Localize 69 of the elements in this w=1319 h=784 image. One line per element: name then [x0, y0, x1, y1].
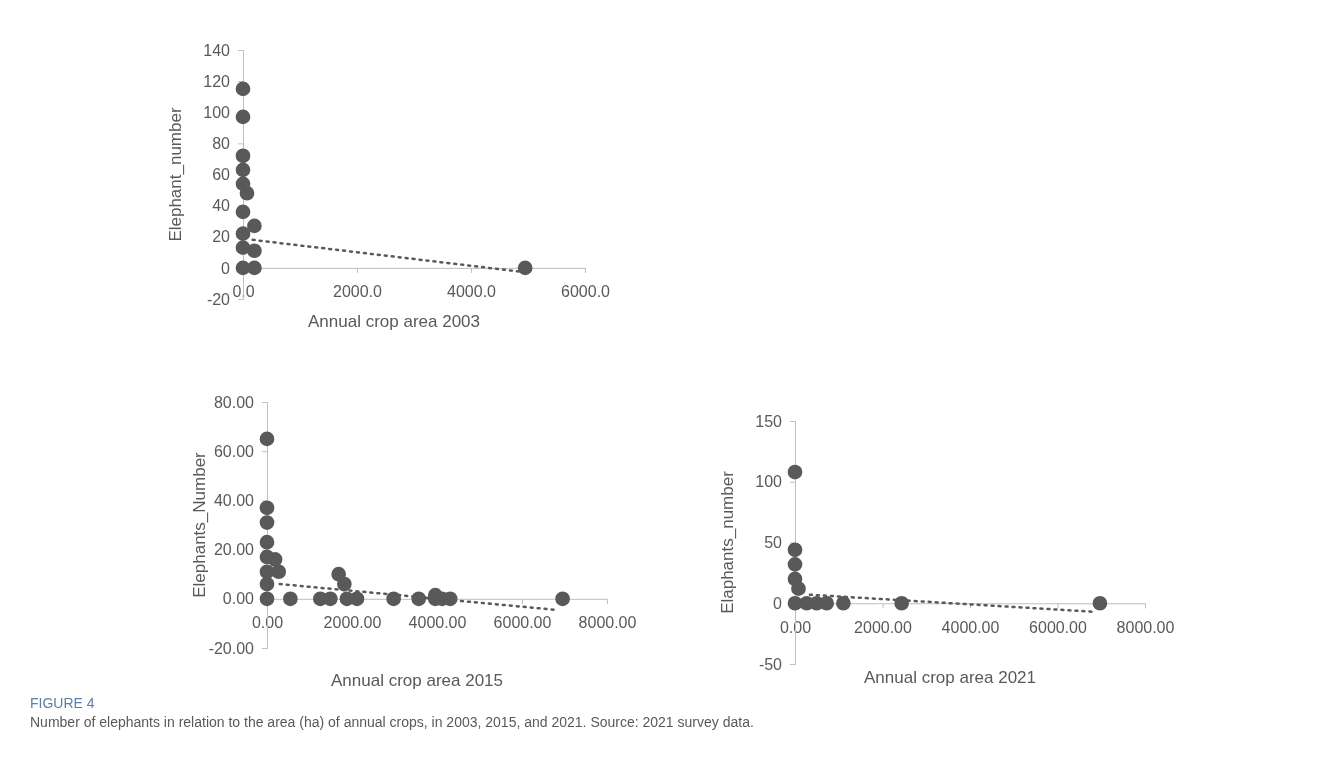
point [235, 204, 251, 220]
y-tick-label: 0 [773, 594, 783, 612]
point [235, 81, 251, 97]
caption: FIGURE 4 [30, 695, 95, 711]
y-tick-label: -20 [206, 290, 231, 308]
y-tick-label: 20.00 [213, 541, 255, 559]
y-tick-label: 100 [755, 473, 783, 491]
x-tick-label: 6000.0 [561, 283, 611, 301]
point [247, 260, 262, 276]
point [259, 576, 275, 592]
point [336, 576, 352, 592]
x-tick-label: 8000.00 [1116, 618, 1175, 636]
point [787, 542, 803, 558]
point [267, 552, 283, 567]
point [235, 148, 251, 164]
x-tick-label: 2000.0 [333, 283, 383, 301]
point [835, 595, 851, 611]
y-tick-label: -50 [758, 655, 783, 673]
point [819, 595, 835, 611]
x-tick-label: 6000.00 [1029, 618, 1088, 636]
x-tick-label: 0.0 [232, 283, 255, 301]
y-tick-label: 120 [203, 72, 231, 90]
point [259, 515, 275, 530]
x-axis-title: Annual crop area 2021 [863, 668, 1037, 687]
y-tick-label: -20.00 [208, 639, 255, 657]
point [787, 464, 803, 480]
x-axis-title: Annual crop area 2003 [307, 312, 481, 331]
point [247, 218, 262, 234]
point [791, 581, 806, 597]
point [247, 243, 262, 259]
y-tick-label: 0.00 [222, 590, 255, 608]
y-axis-title: Elaphants_number [718, 470, 737, 614]
x-axis-title: Annual crop area 2015 [330, 671, 504, 690]
x-tick-label: 4000.0 [447, 283, 497, 301]
point [259, 431, 275, 447]
x-tick-label: 2000.00 [323, 614, 382, 632]
point [283, 591, 298, 607]
y-axis-title: Elephant_number [166, 107, 185, 242]
point [787, 557, 803, 572]
y-tick-label: 40 [212, 197, 231, 215]
y-tick-label: 80 [212, 134, 231, 152]
x-tick-label: 2000.00 [854, 618, 913, 636]
x-tick-label: 8000.00 [578, 614, 637, 632]
point [259, 534, 275, 550]
point [259, 591, 275, 607]
y-tick-label: 40.00 [213, 492, 255, 510]
point [1092, 595, 1108, 611]
y-tick-label: 0 [221, 259, 231, 277]
y-tick-label: 20 [212, 228, 231, 246]
y-axis-title: Elephants_Number [190, 451, 209, 598]
point [235, 109, 251, 125]
point [235, 226, 251, 241]
y-tick-label: 60.00 [213, 442, 255, 460]
point [555, 591, 570, 607]
point [235, 162, 251, 178]
x-tick-label: 4000.00 [408, 614, 467, 632]
point [239, 185, 255, 201]
point [787, 595, 803, 611]
y-tick-label: 100 [203, 103, 231, 121]
y-tick-label: 140 [203, 41, 231, 59]
point [259, 500, 275, 516]
point [271, 564, 287, 580]
y-tick-label: 150 [755, 412, 783, 430]
y-tick-label: 50 [764, 534, 783, 552]
y-tick-label: 80.00 [213, 393, 255, 411]
x-tick-label: 4000.00 [941, 618, 1000, 636]
x-tick-label: 6000.00 [493, 614, 552, 632]
y-tick-label: 60 [212, 166, 231, 184]
text: Number of elephants in relation to the area (ha) of annual crops, in 2003, 2015, and 2021. Source: 2021 survey data. [30, 714, 754, 730]
